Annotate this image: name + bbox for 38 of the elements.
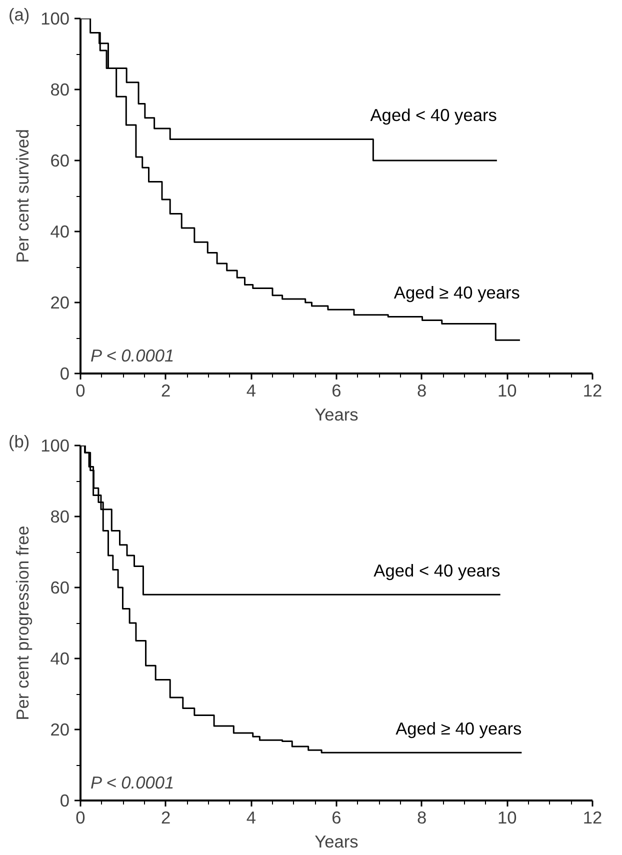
annotation: P < 0.0001 [90, 772, 174, 792]
series-label: Aged < 40 years [374, 560, 501, 581]
y-tick-label: 60 [50, 150, 70, 170]
x-axis-title: Years [314, 404, 359, 424]
chart-title: (a) [8, 4, 30, 24]
chart-title: (b) [8, 432, 30, 452]
y-tick-label: 60 [50, 578, 70, 598]
y-tick-label: 100 [40, 8, 70, 28]
y-tick-label: 40 [50, 222, 70, 242]
x-tick-label: 10 [498, 380, 517, 400]
x-tick-label: 6 [332, 808, 342, 828]
y-tick-label: 20 [50, 292, 70, 312]
y-tick-label: 100 [40, 436, 70, 456]
annotation: P < 0.0001 [90, 346, 174, 366]
series-label: Aged ≥ 40 years [396, 718, 522, 739]
x-tick-label: 10 [498, 808, 517, 828]
y-tick-label: 20 [50, 720, 70, 740]
y-tick-label: 40 [50, 648, 70, 668]
x-tick-label: 8 [417, 808, 427, 828]
x-tick-label: 4 [246, 380, 256, 400]
x-tick-label: 12 [582, 380, 602, 400]
x-tick-label: 8 [417, 380, 427, 400]
x-tick-label: 12 [582, 808, 602, 828]
x-tick-label: 2 [161, 380, 171, 400]
x-axis-title: Years [314, 832, 359, 852]
y-axis-title: Per cent progression free [12, 526, 33, 720]
x-tick-label: 0 [76, 380, 86, 400]
y-axis-title: Per cent survived [12, 129, 33, 263]
series-label: Aged ≥ 40 years [394, 282, 520, 303]
x-tick-label: 4 [246, 808, 256, 828]
y-tick-label: 80 [50, 80, 70, 100]
y-tick-label: 80 [50, 506, 70, 526]
y-tick-label: 0 [60, 364, 70, 384]
series-label: Aged < 40 years [370, 105, 498, 126]
x-tick-label: 6 [332, 380, 342, 400]
x-tick-label: 0 [76, 808, 86, 828]
x-tick-label: 2 [161, 808, 171, 828]
y-tick-label: 0 [60, 790, 70, 810]
